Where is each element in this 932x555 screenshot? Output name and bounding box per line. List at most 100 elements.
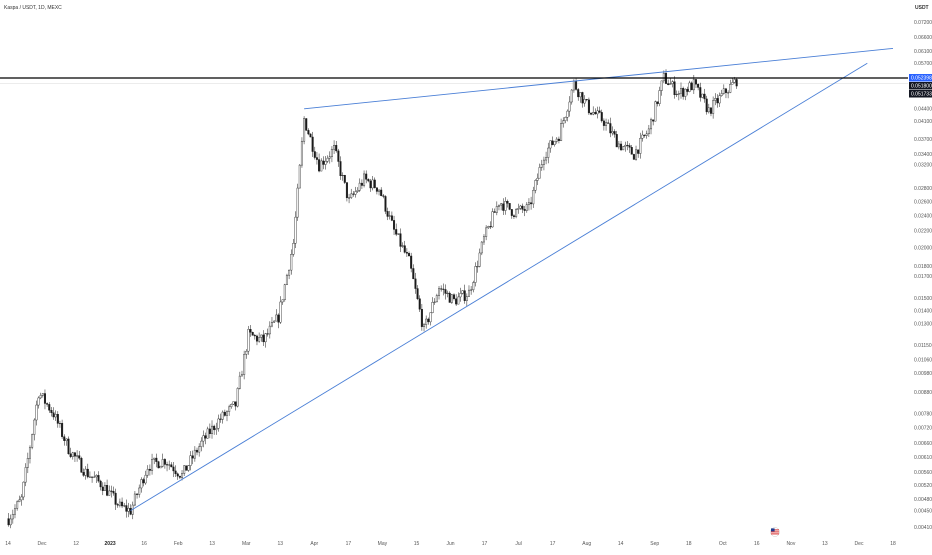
candle-body xyxy=(73,452,76,457)
trendline-support[interactable] xyxy=(130,62,868,511)
candle-body xyxy=(234,401,237,407)
candle-body xyxy=(699,87,702,98)
candle-body xyxy=(103,485,106,491)
candle-body xyxy=(731,82,734,85)
candle-body xyxy=(48,404,51,411)
candle-body xyxy=(268,325,271,335)
candle-body xyxy=(635,149,638,160)
price-tag-label: 0.051733 xyxy=(911,92,932,98)
candle-body xyxy=(251,332,254,336)
candle-body xyxy=(395,229,398,235)
candle-body xyxy=(290,254,293,271)
candle-body xyxy=(345,182,348,199)
candle-body xyxy=(187,465,190,471)
candle-body xyxy=(722,88,725,94)
candle-body xyxy=(637,149,640,154)
candle-body xyxy=(58,423,61,425)
candle-body xyxy=(138,487,141,495)
candle-body xyxy=(517,208,520,210)
candle-body xyxy=(605,122,608,126)
quote-currency-label[interactable]: USDT xyxy=(915,5,929,11)
candle-body xyxy=(298,164,301,189)
candle-body xyxy=(309,133,312,138)
candle-body xyxy=(378,189,381,192)
candle-body xyxy=(446,292,449,294)
candle-body xyxy=(716,98,719,104)
candle-body xyxy=(127,507,130,512)
candle-body xyxy=(643,134,646,136)
candles-layer xyxy=(7,69,738,529)
candle-body xyxy=(502,203,505,211)
candle-body xyxy=(140,479,143,489)
candle-body xyxy=(106,485,109,496)
candle-body xyxy=(656,101,659,104)
candle-body xyxy=(724,88,727,93)
candle-body xyxy=(658,90,661,104)
candle-body xyxy=(174,470,177,475)
candle-body xyxy=(669,83,672,85)
candle-body xyxy=(142,479,145,484)
candle-body xyxy=(506,201,509,204)
candle-body xyxy=(161,459,164,467)
candle-body xyxy=(549,140,552,149)
us-flag-icon[interactable] xyxy=(770,527,780,537)
candle-body xyxy=(326,157,329,162)
candle-body xyxy=(435,295,438,303)
candle-body xyxy=(215,428,218,431)
candle-body xyxy=(461,290,464,294)
candle-body xyxy=(515,209,518,217)
candle-body xyxy=(7,518,10,526)
candle-body xyxy=(545,157,548,161)
candle-body xyxy=(647,128,650,135)
x-tick-label: May xyxy=(378,541,388,547)
candle-body xyxy=(86,468,89,478)
candle-body xyxy=(159,466,162,469)
candle-body xyxy=(202,435,205,442)
candle-body xyxy=(399,233,402,247)
candle-body xyxy=(125,505,128,512)
candle-body xyxy=(718,95,721,104)
candle-body xyxy=(577,89,580,98)
price-tag: 0.052398 xyxy=(909,74,932,82)
price-tag-bg xyxy=(909,74,932,82)
candle-body xyxy=(318,159,321,172)
candle-body xyxy=(444,289,447,294)
candle-body xyxy=(153,457,156,460)
candle-body xyxy=(613,131,616,135)
candle-body xyxy=(570,89,573,103)
candle-body xyxy=(607,122,610,124)
candle-body xyxy=(575,80,578,90)
symbol-title[interactable]: Kaspa / USDT, 1D, MEXC xyxy=(4,5,62,11)
candle-body xyxy=(457,296,460,305)
x-tick-label: 14 xyxy=(618,541,624,547)
candle-body xyxy=(320,160,323,172)
candle-body xyxy=(440,288,443,290)
candle-body xyxy=(69,453,72,457)
time-axis[interactable]: 14 Dec 12 2023 16 Feb 13 Mar 13 Apr 17 May 15 Jun 17 Ju… xyxy=(5,541,896,547)
candle-body xyxy=(285,274,288,285)
candle-body xyxy=(43,393,46,404)
candle-body xyxy=(144,474,147,484)
candle-body xyxy=(277,314,280,323)
candle-body xyxy=(371,179,374,189)
x-tick-label: 17 xyxy=(550,541,556,547)
candle-body xyxy=(459,293,462,298)
candle-body xyxy=(185,465,188,471)
candle-body xyxy=(288,269,291,276)
candle-body xyxy=(178,475,181,478)
candle-body xyxy=(181,473,184,478)
candle-body xyxy=(307,130,310,135)
candle-body xyxy=(114,492,117,505)
candle-body xyxy=(176,473,179,477)
candle-body xyxy=(13,508,16,515)
candle-body xyxy=(617,143,620,148)
candle-body xyxy=(433,301,436,303)
